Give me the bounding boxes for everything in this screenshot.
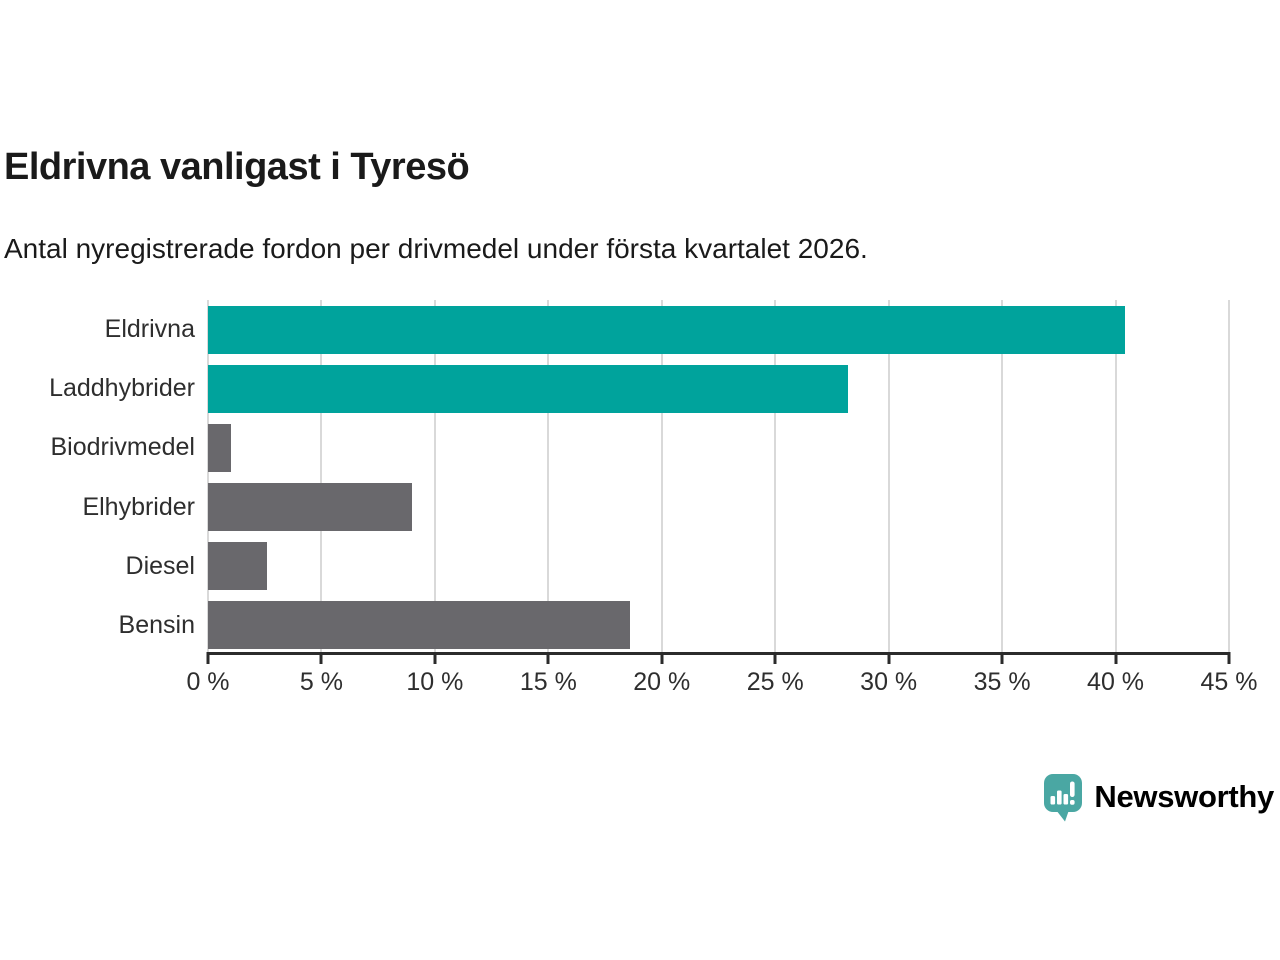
x-tick-mark	[319, 652, 323, 664]
gridline	[774, 300, 777, 652]
category-label: Biodrivmedel	[50, 433, 195, 462]
newsworthy-speech-bubble-bar-chart-icon	[1044, 774, 1083, 822]
x-tick-mark	[1227, 652, 1231, 664]
chart-title: Eldrivna vanligast i Tyresö	[4, 146, 470, 188]
chart-subtitle: Antal nyregistrerade fordon per drivmede…	[4, 233, 868, 264]
x-tick-label: 25 %	[746, 668, 804, 696]
gridline	[1114, 300, 1117, 652]
x-tick-mark	[546, 652, 550, 664]
category-label: Elhybrider	[82, 492, 195, 521]
category-label: Laddhybrider	[49, 374, 195, 403]
gridline	[207, 300, 209, 652]
x-tick-label: 5 %	[299, 668, 343, 696]
x-tick-label: 15 %	[519, 668, 577, 696]
newsworthy-logo[interactable]: Newsworthy	[1042, 772, 1274, 822]
x-tick-mark	[660, 652, 664, 664]
bar	[208, 423, 231, 472]
bar	[208, 601, 630, 650]
gridline	[660, 300, 663, 652]
bar-chart: Eldrivna Laddhybrider Biodrivmedel Elhybrid…	[0, 300, 1280, 700]
bar	[208, 364, 848, 413]
x-tick-mark	[1114, 652, 1118, 664]
gridline	[1001, 300, 1004, 652]
x-tick-mark	[1000, 652, 1004, 664]
category-label: Diesel	[125, 551, 195, 580]
x-tick-label: 10 %	[406, 668, 464, 696]
x-tick-label: 40 %	[1087, 668, 1145, 696]
newsworthy-wordmark: Newsworthy	[1094, 779, 1274, 814]
x-tick-label: 20 %	[633, 668, 691, 696]
y-axis-labels: Eldrivna Laddhybrider Biodrivmedel Elhybrid…	[0, 300, 195, 655]
gridline	[320, 300, 323, 652]
x-tick-mark	[433, 652, 437, 664]
x-tick-label: 0 %	[186, 668, 230, 696]
x-tick-mark	[773, 652, 777, 664]
category-label: Bensin	[118, 610, 195, 639]
gridline	[547, 300, 550, 652]
x-tick-label: 45 %	[1200, 668, 1258, 696]
plot-area: 0 % 5 % 10 % 15 % 20 % 25 % 30 % 35 % 40 % 45 %	[186, 300, 1257, 696]
x-tick-label: 30 %	[860, 668, 918, 696]
category-label: Eldrivna	[104, 315, 195, 344]
gridline	[1228, 300, 1230, 652]
bar	[208, 483, 413, 532]
x-tick-mark	[206, 652, 210, 664]
x-tick-label: 35 %	[973, 668, 1031, 696]
gridline	[433, 300, 436, 652]
bar	[208, 305, 1125, 354]
x-tick-mark	[887, 652, 891, 664]
gridline	[887, 300, 890, 652]
bar	[208, 542, 267, 591]
